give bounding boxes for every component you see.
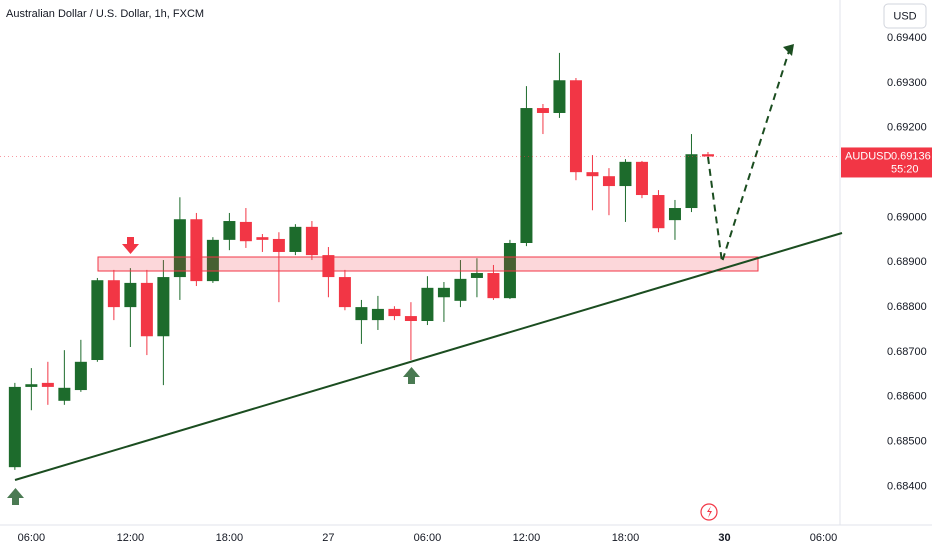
trend-line <box>14 232 843 481</box>
x-tick-label: 18:00 <box>216 532 244 544</box>
up-arrow <box>7 488 24 505</box>
candle-body <box>173 219 186 278</box>
event-icon[interactable] <box>700 503 718 521</box>
x-tick-label: 06:00 <box>18 532 46 544</box>
x-tick-label: 18:00 <box>612 532 640 544</box>
x-tick-label: 06:00 <box>414 532 442 544</box>
candle-body <box>536 108 549 113</box>
x-tick-label: 12:00 <box>513 532 541 544</box>
y-tick-label: 0.68700 <box>887 346 927 358</box>
candle-body <box>619 161 632 187</box>
candle-body <box>239 221 252 242</box>
x-tick-label: 12:00 <box>117 532 145 544</box>
candle-body <box>685 154 698 209</box>
currency-button[interactable] <box>883 3 927 29</box>
candle-body <box>58 387 71 401</box>
axes: 0.69400 0.69300 0.69200 0.69000 0.68900 0.688… <box>0 32 932 544</box>
candle-body <box>256 237 269 240</box>
currency-label: USD <box>893 10 916 22</box>
candle-body <box>338 277 351 308</box>
y-tick-label: 0.69000 <box>887 211 927 223</box>
candle-body <box>421 287 434 322</box>
candle-body <box>74 361 87 391</box>
candle-body <box>371 308 384 321</box>
candle-body <box>602 176 615 187</box>
candle-body <box>569 80 582 173</box>
projection-arrowhead <box>783 44 794 56</box>
x-tick-label: 06:00 <box>810 532 838 544</box>
candle-body <box>124 282 137 308</box>
y-tick-label: 0.69400 <box>887 32 927 44</box>
candle-body <box>668 208 681 221</box>
candle-body <box>586 172 599 177</box>
candle-body <box>553 80 566 113</box>
x-tick-label: 27 <box>322 532 334 544</box>
y-tick-label: 0.68900 <box>887 256 927 268</box>
candle-body <box>520 108 533 243</box>
candle-body <box>388 308 401 317</box>
candle-body <box>91 280 104 361</box>
y-tick-label: 0.68500 <box>887 436 927 448</box>
candle-body <box>223 221 236 240</box>
candle-body <box>272 238 285 252</box>
candle-body <box>8 386 21 468</box>
projection-path <box>707 47 791 263</box>
y-tick-label: 0.69200 <box>887 122 927 134</box>
candle-body <box>107 280 120 308</box>
countdown-label: 55:20 <box>891 163 919 175</box>
event-icon-bolt <box>707 506 712 518</box>
candle-body <box>454 278 467 301</box>
candle-body <box>190 219 203 282</box>
candle-body <box>470 273 483 278</box>
resistance-zone <box>97 256 759 272</box>
candle-body <box>322 255 335 278</box>
candle-body <box>305 226 318 256</box>
y-tick-label: 0.68400 <box>887 480 927 492</box>
candle-body <box>437 287 450 298</box>
candle-body <box>355 307 368 321</box>
down-arrow <box>122 237 139 254</box>
candle-body <box>41 382 54 387</box>
y-tick-label: 0.68800 <box>887 301 927 313</box>
candle-body <box>289 226 302 252</box>
candle-body <box>635 161 648 196</box>
last-price-badge <box>841 147 932 178</box>
symbol-label: AUDUSD <box>845 150 892 162</box>
y-tick-label: 0.68600 <box>887 391 927 403</box>
candle-body <box>404 316 417 322</box>
y-tick-label: 0.69300 <box>887 77 927 89</box>
candle-body <box>487 273 500 299</box>
up-arrow <box>403 367 420 384</box>
last-price-label: 0.69136 <box>891 150 931 162</box>
candle-body <box>25 384 38 387</box>
chart-title: Australian Dollar / U.S. Dollar, 1h, FXC… <box>6 8 204 20</box>
candle-body <box>652 195 665 229</box>
candle-body <box>701 154 714 157</box>
candle-body <box>157 277 170 337</box>
candle-body <box>140 282 153 337</box>
x-tick-label: 30 <box>718 532 730 544</box>
